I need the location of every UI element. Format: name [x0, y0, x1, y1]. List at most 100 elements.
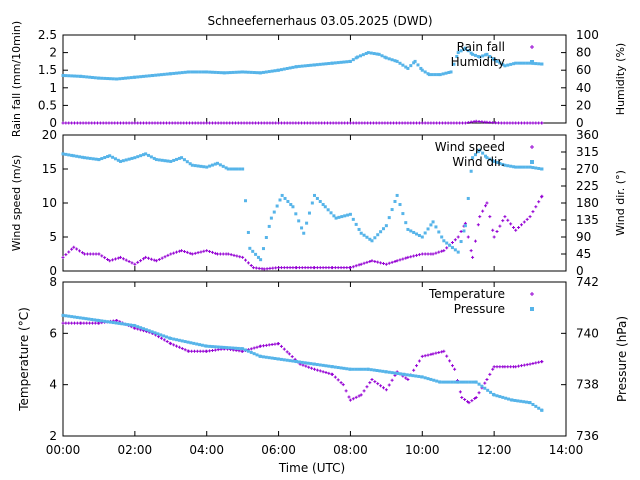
data-point	[417, 374, 421, 378]
data-point	[509, 164, 513, 168]
data-point	[406, 255, 410, 259]
data-point	[282, 358, 286, 362]
data-point	[242, 121, 246, 125]
data-point	[121, 257, 125, 261]
data-point	[154, 158, 158, 162]
data-point	[423, 231, 427, 235]
data-point	[384, 262, 388, 266]
data-point	[94, 157, 98, 161]
data-point	[519, 61, 523, 65]
y-tick-label: 2	[49, 46, 57, 60]
data-point	[255, 345, 259, 349]
data-point	[90, 321, 94, 325]
data-point	[404, 221, 408, 225]
data-point	[283, 196, 287, 200]
data-point	[380, 54, 384, 58]
data-point	[129, 76, 133, 80]
data-point	[415, 364, 419, 368]
data-point	[103, 256, 107, 260]
data-point	[291, 205, 295, 209]
data-point	[303, 64, 307, 68]
data-point	[406, 378, 410, 382]
data-point	[480, 120, 484, 124]
data-point	[264, 343, 268, 347]
data-point	[359, 231, 363, 235]
data-point	[141, 121, 145, 125]
data-point	[162, 338, 166, 342]
data-point	[345, 60, 349, 64]
x-tick-label: 14:00	[549, 443, 584, 457]
data-point	[180, 156, 184, 160]
data-point	[318, 363, 322, 367]
data-point	[93, 121, 97, 125]
data-point	[208, 344, 212, 348]
data-point	[267, 70, 271, 74]
data-point	[175, 344, 179, 348]
data-point	[118, 159, 122, 163]
data-point	[394, 121, 398, 125]
data-point	[393, 199, 397, 203]
data-point	[87, 317, 91, 321]
data-point	[282, 347, 286, 351]
y2-tick-label: 180	[576, 196, 599, 210]
data-point	[491, 367, 495, 371]
data-point	[226, 71, 230, 75]
data-point	[315, 363, 319, 367]
data-point	[511, 121, 515, 125]
legend-marker	[530, 160, 534, 164]
data-point	[144, 255, 148, 259]
data-point	[344, 389, 348, 393]
data-point	[495, 160, 499, 164]
data-point	[389, 121, 393, 125]
data-point	[453, 367, 457, 371]
legend-label: Rain fall	[457, 40, 505, 54]
data-point	[415, 232, 419, 236]
data-point	[113, 257, 117, 261]
data-point	[351, 121, 355, 125]
data-point	[221, 164, 225, 168]
data-point	[116, 256, 120, 260]
data-point	[438, 73, 442, 77]
data-point	[185, 121, 189, 125]
data-point	[499, 121, 503, 125]
data-point	[417, 253, 421, 257]
y2-tick-label: 736	[576, 429, 599, 443]
data-point	[417, 233, 421, 237]
data-point	[213, 121, 217, 125]
data-point	[198, 70, 202, 74]
data-point	[202, 121, 206, 125]
data-point	[357, 263, 361, 267]
data-point	[101, 121, 105, 125]
data-point	[459, 49, 463, 53]
data-point	[79, 74, 83, 78]
data-point	[201, 349, 205, 353]
data-point	[459, 240, 463, 244]
data-point	[224, 166, 228, 170]
data-point	[192, 349, 196, 353]
data-point	[285, 121, 289, 125]
data-point	[157, 335, 161, 339]
data-point	[118, 77, 122, 81]
data-point	[136, 121, 140, 125]
data-point	[70, 247, 74, 251]
data-point	[390, 371, 394, 375]
data-point	[136, 325, 140, 329]
data-point	[308, 121, 312, 125]
data-point	[106, 257, 110, 261]
data-point	[72, 315, 76, 319]
data-point	[175, 71, 179, 75]
data-point	[502, 121, 506, 125]
data-point	[447, 380, 451, 384]
data-point	[172, 158, 176, 162]
data-point	[124, 258, 128, 262]
data-point	[100, 76, 104, 80]
data-point	[359, 393, 363, 397]
data-point	[265, 267, 269, 271]
data-point	[318, 369, 322, 373]
data-point	[399, 372, 403, 376]
data-point	[236, 346, 240, 350]
data-point	[219, 71, 223, 75]
data-point	[189, 341, 193, 345]
data-point	[297, 219, 301, 223]
data-point	[324, 266, 328, 270]
